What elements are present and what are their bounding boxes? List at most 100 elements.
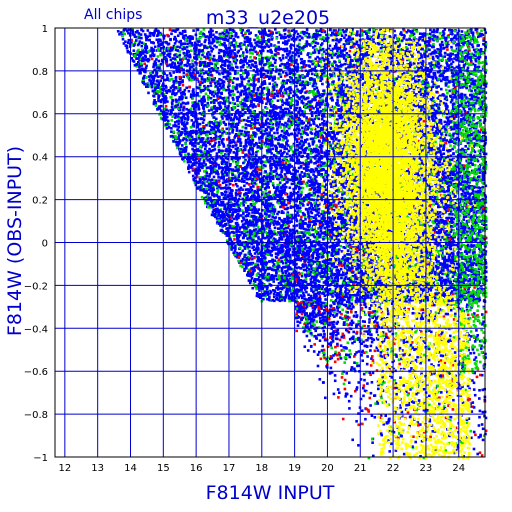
data-point [285, 186, 288, 189]
data-point [223, 76, 226, 79]
data-point [203, 115, 206, 118]
data-point [284, 111, 287, 114]
data-point [253, 56, 256, 59]
data-point [185, 96, 188, 99]
data-point [340, 38, 343, 41]
data-point [243, 200, 246, 203]
data-point [273, 186, 276, 189]
data-point [233, 218, 236, 221]
data-point [157, 55, 160, 58]
data-point [209, 124, 212, 127]
data-point [248, 183, 251, 186]
data-point [426, 33, 429, 36]
data-point [137, 49, 140, 52]
data-point [437, 255, 440, 258]
data-point [270, 220, 273, 223]
data-point [274, 266, 277, 269]
data-point [475, 48, 478, 51]
data-point [277, 227, 280, 230]
data-point [275, 216, 278, 219]
data-point [230, 63, 233, 66]
data-point [268, 82, 271, 85]
data-point [312, 85, 315, 88]
data-point [311, 73, 314, 76]
data-point [270, 94, 273, 97]
data-point [313, 162, 316, 165]
data-point [344, 63, 347, 66]
data-point [231, 102, 234, 105]
data-point [124, 40, 127, 43]
data-point [271, 68, 274, 71]
data-point [440, 88, 443, 91]
data-point [274, 227, 277, 230]
data-point [128, 39, 131, 42]
data-point [329, 115, 332, 118]
data-point [473, 83, 476, 86]
data-point [199, 149, 202, 152]
data-point [209, 53, 212, 56]
data-point [250, 203, 253, 206]
data-point [152, 71, 155, 74]
data-point [197, 29, 200, 32]
data-point [310, 53, 313, 56]
data-point [298, 55, 301, 58]
data-point [248, 159, 251, 162]
data-point [319, 46, 322, 49]
data-point [449, 144, 452, 147]
data-point [292, 51, 295, 54]
data-point [236, 72, 239, 75]
data-point [372, 28, 375, 31]
data-point [253, 39, 256, 42]
data-point [214, 120, 217, 123]
data-point [229, 68, 232, 71]
data-point [217, 176, 220, 179]
data-point [289, 92, 292, 95]
data-point [254, 120, 257, 123]
data-point [274, 62, 277, 65]
data-point [420, 109, 423, 112]
data-point [239, 144, 242, 147]
data-point [201, 76, 204, 79]
data-point [324, 298, 327, 301]
data-point [235, 231, 238, 234]
data-point [271, 148, 274, 151]
data-point [278, 157, 281, 160]
data-point [452, 275, 455, 278]
data-point [461, 30, 464, 33]
data-point [472, 46, 475, 49]
data-point [278, 31, 281, 34]
data-point [242, 126, 245, 129]
data-point [315, 48, 318, 51]
data-point [460, 183, 463, 186]
data-point [277, 99, 280, 102]
data-point [250, 66, 253, 69]
data-point [283, 126, 286, 129]
data-point [277, 41, 280, 44]
scatter-points [117, 28, 488, 460]
data-point [305, 222, 308, 225]
data-point [170, 127, 173, 130]
data-point [203, 56, 206, 59]
data-point [329, 44, 332, 47]
data-point [182, 84, 185, 87]
data-point [240, 48, 243, 51]
data-point [311, 115, 314, 118]
data-point [331, 56, 334, 59]
data-point [181, 144, 184, 147]
data-point [249, 49, 252, 52]
data-point [259, 166, 262, 169]
data-point [274, 66, 277, 69]
data-point [308, 60, 311, 63]
data-point [288, 59, 291, 62]
data-point [284, 33, 287, 36]
data-point [210, 97, 213, 100]
data-point [414, 80, 417, 83]
data-point [207, 95, 210, 98]
data-point [220, 59, 223, 62]
data-point [345, 73, 348, 76]
data-point [177, 34, 180, 37]
data-point [199, 37, 202, 40]
data-point [180, 43, 183, 46]
data-point [272, 58, 275, 61]
